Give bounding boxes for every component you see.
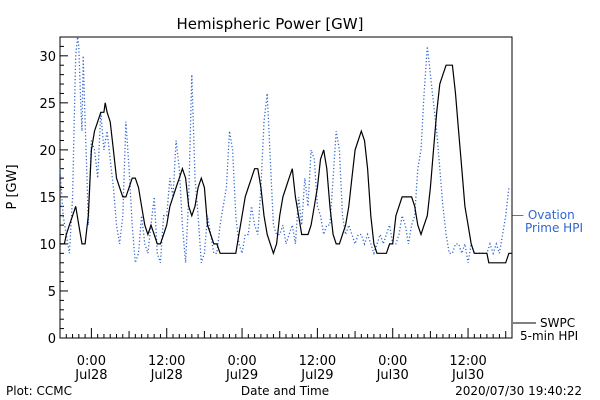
y-tick-label: 25: [39, 97, 56, 112]
x-axis-label: Date and Time: [241, 384, 329, 398]
ovation-prime-line: [59, 36, 510, 264]
y-tick-label: 5: [48, 285, 56, 300]
x-tick-time-label: 0:00: [378, 354, 407, 369]
legend-swpc: SWPC 5-min HPI: [513, 316, 578, 343]
swpc-series: [60, 64, 512, 264]
y-tick-label: 20: [39, 144, 56, 159]
y-ticks: 0 5 10 15 20 25 30: [39, 36, 68, 347]
x-tick-time-label: 0:00: [227, 354, 256, 369]
x-tick-date-label: Jul30: [451, 368, 484, 383]
x-tick-date-label: Jul30: [376, 368, 409, 383]
y-axis-label: P [GW]: [5, 164, 20, 209]
x-tick-date-label: Jul29: [300, 368, 333, 383]
plot-credit: Plot: CCMC: [6, 384, 72, 398]
y-tick-label: 30: [39, 50, 56, 65]
legend-ovation-line2: Prime HPI: [525, 221, 583, 235]
x-ticks: 0:00Jul2812:00Jul280:00Jul2912:00Jul290:…: [59, 328, 513, 383]
chart-title: Hemispheric Power [GW]: [177, 15, 364, 33]
legend-ovation: — Ovation Prime HPI: [512, 208, 583, 235]
x-tick-time-label: 12:00: [449, 354, 486, 369]
swpc-line: [60, 64, 512, 264]
legend-swpc-line2: 5-min HPI: [520, 329, 578, 343]
legend-ovation-line1: — Ovation: [512, 208, 575, 222]
y-tick-label: 15: [39, 191, 56, 206]
x-tick-date-label: Jul28: [74, 368, 107, 383]
x-tick-time-label: 12:00: [148, 354, 185, 369]
legend-swpc-line1: SWPC: [540, 316, 575, 330]
ovation-prime-series: [59, 36, 510, 264]
x-tick-time-label: 0:00: [77, 354, 106, 369]
x-tick-date-label: Jul28: [150, 368, 183, 383]
x-tick-date-label: Jul29: [225, 368, 258, 383]
y-tick-label: 0: [48, 332, 56, 347]
timestamp: 2020/07/30 19:40:22: [455, 384, 582, 398]
x-tick-time-label: 12:00: [299, 354, 336, 369]
y-tick-label: 10: [39, 238, 56, 253]
